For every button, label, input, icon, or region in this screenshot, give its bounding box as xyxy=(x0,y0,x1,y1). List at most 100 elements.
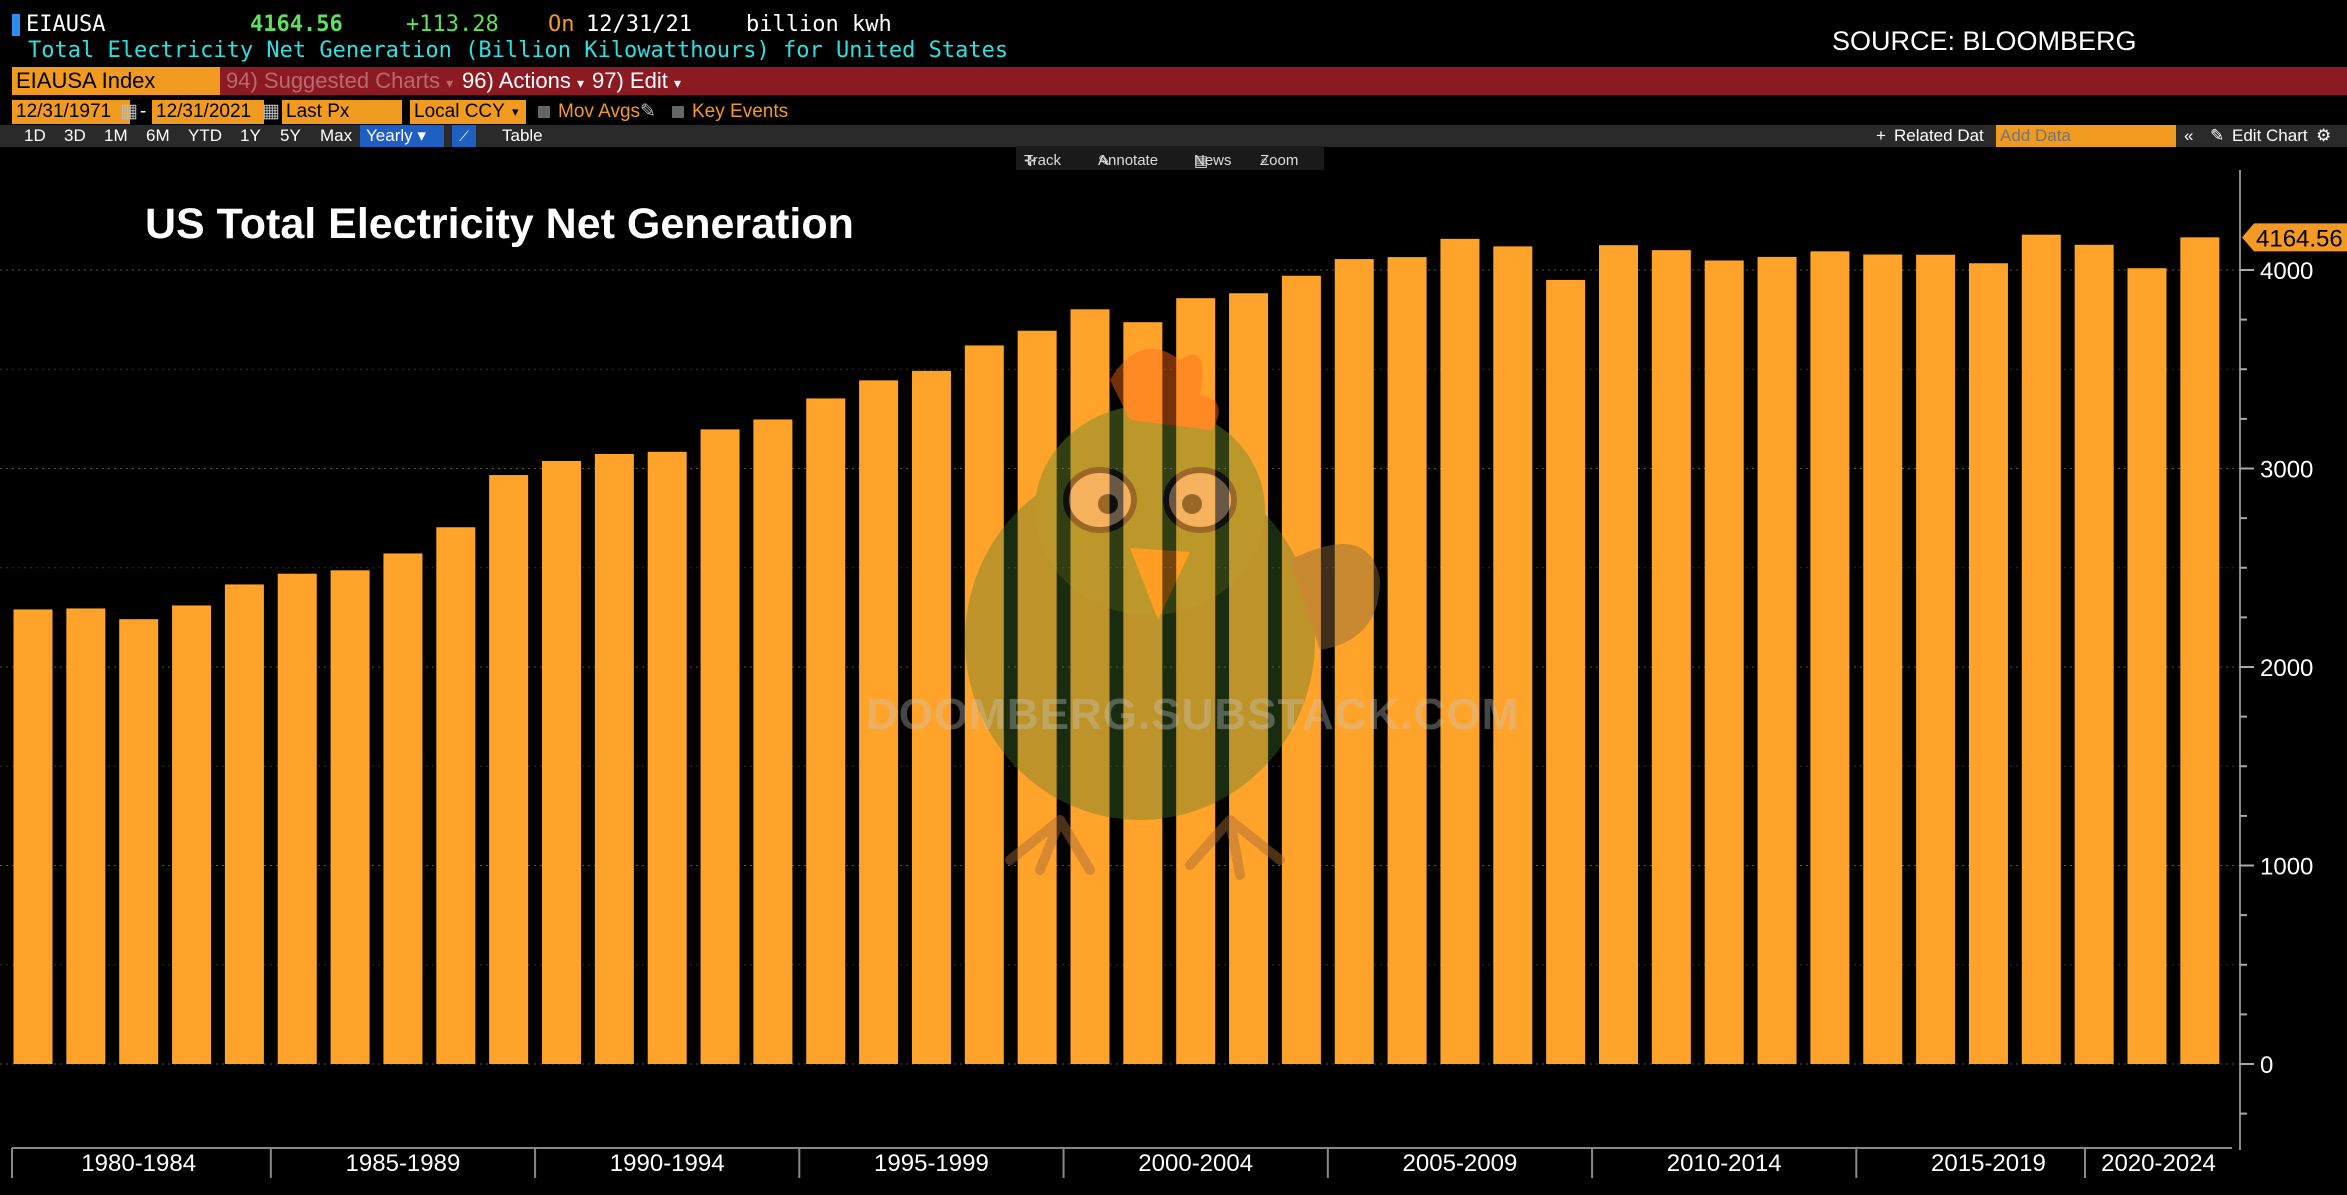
bar-1987 xyxy=(383,553,423,1064)
x-tick-label: 2020-2024 xyxy=(2101,1150,2216,1177)
pencil-icon[interactable]: ✎ xyxy=(640,101,656,122)
gear-icon[interactable]: ⚙ xyxy=(2316,126,2332,145)
chart-type-button[interactable]: ⟋ xyxy=(452,125,476,147)
bar-1999 xyxy=(1017,330,1057,1065)
y-tick-label: 3000 xyxy=(2260,457,2313,484)
bar-2008 xyxy=(1493,246,1533,1064)
chevron-down-icon: ▾ xyxy=(673,75,681,91)
date-separator: - xyxy=(140,101,147,122)
price-field-value: Last Px xyxy=(286,101,350,122)
currency-value: Local CCY xyxy=(414,101,505,122)
x-tick-label: 1980-1984 xyxy=(81,1150,196,1177)
bar-2003 xyxy=(1229,293,1269,1064)
x-tick-label: 2010-2014 xyxy=(1667,1150,1782,1177)
period-max[interactable]: Max xyxy=(320,126,353,145)
bars xyxy=(13,234,2220,1065)
key-events-checkbox[interactable] xyxy=(672,106,684,118)
bar-2017 xyxy=(1968,263,2008,1065)
x-tick-label: 1995-1999 xyxy=(874,1150,989,1177)
on-label: On xyxy=(548,12,575,37)
start-date-field[interactable]: 12/31/1971 xyxy=(12,100,130,124)
bar-1992 xyxy=(647,451,687,1064)
x-tick-label: 2000-2004 xyxy=(1138,1150,1253,1177)
calendar-icon[interactable]: ▦ xyxy=(120,101,138,122)
bar-2019 xyxy=(2074,244,2114,1064)
period-3d[interactable]: 3D xyxy=(64,126,86,145)
related-data-button[interactable]: Related Dat xyxy=(1894,126,1984,145)
bar-2009 xyxy=(1546,279,1586,1064)
period-5y[interactable]: 5Y xyxy=(280,126,301,145)
period-1y[interactable]: 1Y xyxy=(240,126,261,145)
bar-1982 xyxy=(119,619,159,1064)
bar-2011 xyxy=(1651,250,1691,1064)
bar-2002 xyxy=(1176,298,1216,1064)
news-icon: ▤ xyxy=(1194,153,1209,170)
x-tick-label: 2005-2009 xyxy=(1403,1150,1518,1177)
currency-select[interactable]: Local CCY xyxy=(410,100,526,124)
edit-menu[interactable]: 97) Edit ▾ xyxy=(592,67,681,95)
mov-avgs-label: Mov Avgs xyxy=(558,101,641,122)
last-value-label: 4164.56 xyxy=(2256,225,2343,252)
chart-area: 0 1000 2000 3000 4000 4164.56 1980-1984 1985-19… xyxy=(0,170,2347,1178)
frequency-select[interactable]: Yearly ▾ xyxy=(360,125,444,147)
track-label: Track xyxy=(1024,152,1061,169)
y-tick-label: 1000 xyxy=(2260,854,2313,881)
pencil-icon: ✎ xyxy=(2210,126,2225,145)
ticker-marker xyxy=(12,14,20,36)
series-description: Total Electricity Net Generation (Billio… xyxy=(28,38,1009,63)
security-header: EIAUSA 4164.56 +113.28 On 12/31/21 billi… xyxy=(0,8,2347,42)
period-ytd[interactable]: YTD xyxy=(188,126,222,145)
table-button[interactable]: Table xyxy=(502,126,543,145)
calendar-icon[interactable]: ▦ xyxy=(262,101,280,122)
bar-2018 xyxy=(2021,234,2061,1064)
as-of-date: 12/31/21 xyxy=(586,12,692,37)
period-1m[interactable]: 1M xyxy=(104,126,128,145)
end-date-value: 12/31/2021 xyxy=(156,101,252,122)
x-tick-label: 2015-2019 xyxy=(1931,1150,2046,1177)
suggested-charts-menu[interactable]: 94) Suggested Charts ▾ xyxy=(226,67,453,95)
price-field-select[interactable]: Last Px xyxy=(282,100,402,124)
mov-avgs-checkbox[interactable] xyxy=(538,106,550,118)
watermark-text: DOOMBERG.SUBSTACK.COM xyxy=(866,690,1520,739)
collapse-icon[interactable]: « xyxy=(2184,126,2194,145)
chick-mascot-watermark xyxy=(965,348,1380,880)
chevron-down-icon[interactable]: ▾ xyxy=(512,104,519,119)
bar-2001 xyxy=(1123,322,1163,1064)
chart-controls: 12/31/1971 ▦ - 12/31/2021 ▦ Last Px Loca… xyxy=(0,100,2347,124)
ticker-label: EIAUSA xyxy=(26,12,106,37)
units-label: billion kwh xyxy=(746,12,892,37)
bar-2015 xyxy=(1863,254,1903,1065)
bar-1981 xyxy=(66,608,106,1064)
chevron-down-icon: ▾ xyxy=(417,126,426,145)
start-date-value: 12/31/1971 xyxy=(16,101,112,122)
edit-chart-button[interactable]: Edit Chart xyxy=(2232,126,2308,145)
bar-2000 xyxy=(1070,309,1110,1064)
bar-1989 xyxy=(489,475,529,1064)
axes: 0 1000 2000 3000 4000 4164.56 1980-1984 1985-19… xyxy=(11,170,2347,1178)
bar-1998 xyxy=(964,345,1004,1064)
actions-menu[interactable]: 96) Actions ▾ xyxy=(462,67,584,95)
bar-2014 xyxy=(1810,251,1850,1064)
period-6m[interactable]: 6M xyxy=(146,126,170,145)
x-tick-label: 1985-1989 xyxy=(346,1150,461,1177)
frequency-value: Yearly xyxy=(366,126,413,145)
x-tick-label: 1990-1994 xyxy=(610,1150,725,1177)
bar-2004 xyxy=(1281,275,1321,1065)
bar-2006 xyxy=(1387,257,1427,1064)
suggested-charts-label: 94) Suggested Charts xyxy=(226,68,441,93)
y-tick-label: 4000 xyxy=(2260,258,2313,285)
end-date-field[interactable]: 12/31/2021 xyxy=(152,100,264,124)
source-label: SOURCE: BLOOMBERG xyxy=(1832,26,2137,56)
bar-1988 xyxy=(436,527,476,1064)
menu-bar: EIAUSA Index 94) Suggested Charts ▾ 96) … xyxy=(12,67,2347,95)
y-tick-label: 2000 xyxy=(2260,655,2313,682)
bar-1997 xyxy=(911,370,951,1064)
bar-1986 xyxy=(330,570,370,1064)
period-1d[interactable]: 1D xyxy=(24,126,46,145)
security-field[interactable]: EIAUSA Index xyxy=(12,67,220,95)
bar-1980 xyxy=(13,609,53,1064)
add-data-input[interactable] xyxy=(1996,125,2176,147)
bar-1995 xyxy=(806,398,846,1064)
annotate-label: Annotate xyxy=(1098,152,1159,169)
line-chart-icon: ⟋ xyxy=(459,128,469,144)
